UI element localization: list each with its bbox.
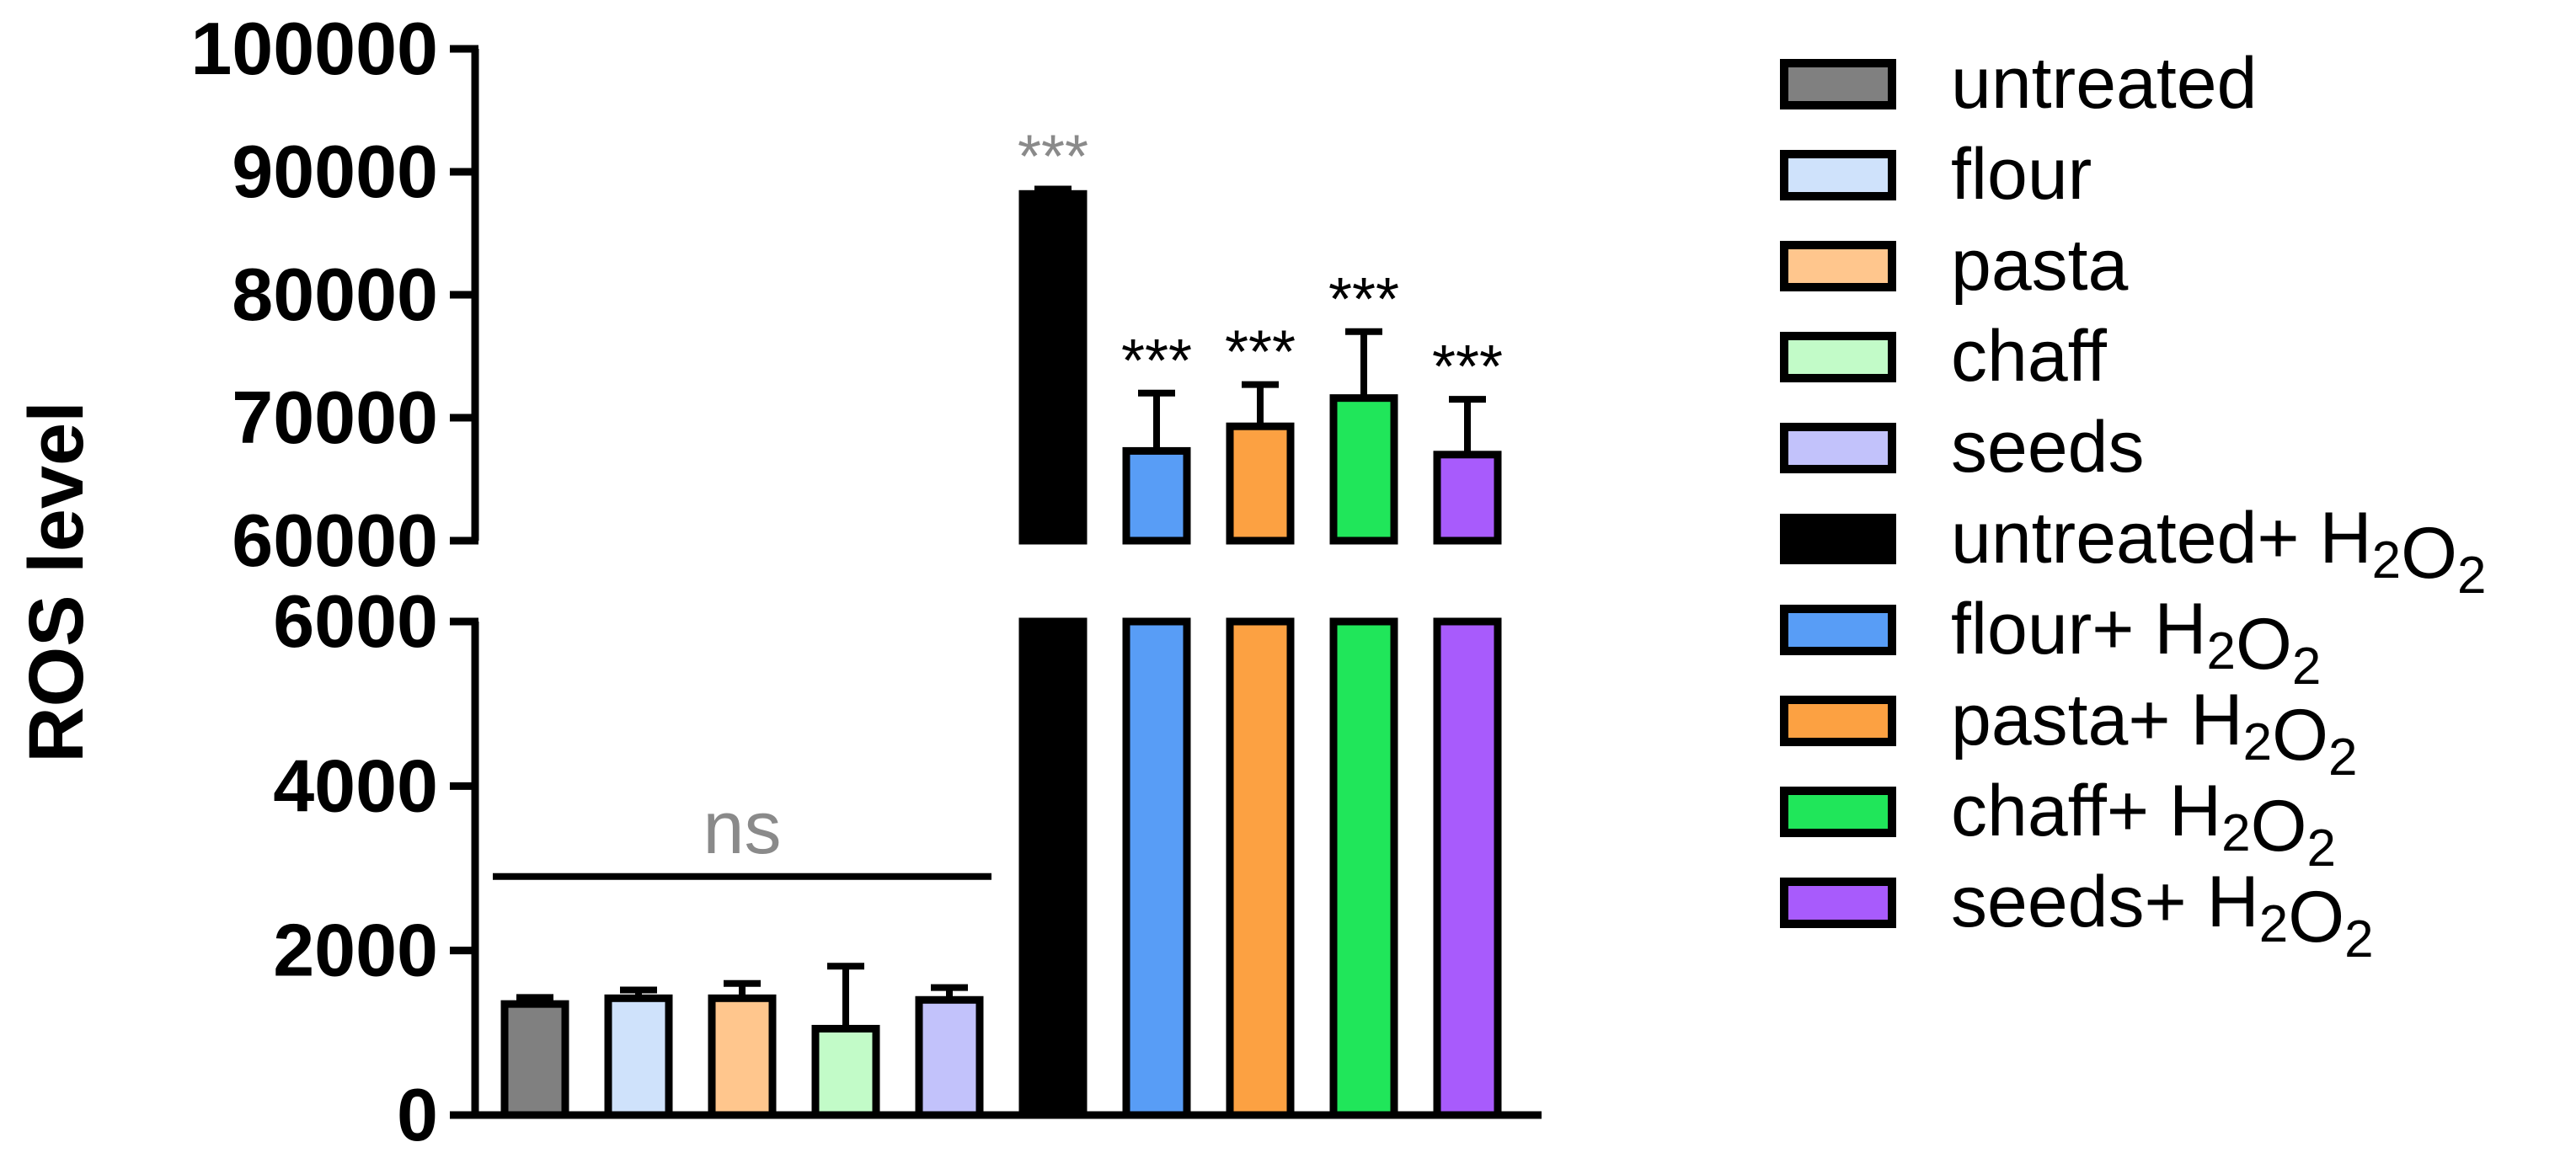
bar-upper-segment [1018, 189, 1088, 545]
legend-item: flour [1780, 134, 2092, 215]
legend-item: untreated [1780, 43, 2257, 124]
legend-swatch [1780, 514, 1896, 564]
significance-label: *** [1121, 328, 1192, 395]
bars-layer [500, 185, 1502, 1119]
legend-swatch [1780, 150, 1896, 200]
legend-label: untreated [1951, 43, 2257, 124]
y-tick-label: 100000 [190, 7, 438, 90]
y-tick-label: 0 [397, 1073, 438, 1156]
y-axis-label: ROS level [13, 401, 99, 763]
bar [708, 994, 777, 1119]
legend-swatch [1780, 423, 1896, 473]
legend: untreatedflourpastachaffseedsuntreated+ … [1780, 43, 2487, 969]
bar [811, 1024, 880, 1119]
bar-upper-segment [1226, 422, 1295, 545]
y-tick-label: 70000 [232, 376, 438, 459]
legend-label: flour [1951, 134, 2092, 215]
y-tick-label: 60000 [232, 499, 438, 582]
legend-label: chaff [1951, 316, 2108, 397]
y-tick-label: 6000 [273, 579, 438, 663]
legend-swatch [1780, 878, 1896, 928]
legend-swatch [1780, 59, 1896, 109]
ns-label: ns [703, 786, 782, 869]
bar-lower-segment [1018, 617, 1088, 1119]
bar [604, 994, 673, 1119]
y-tick-label: 80000 [232, 253, 438, 336]
y-tick-label: 4000 [273, 744, 438, 827]
significance-label: *** [1018, 123, 1088, 190]
legend-item: pasta [1780, 225, 2129, 306]
legend-label: seeds+ H2O2 [1951, 862, 2374, 969]
significance-label: *** [1432, 334, 1503, 401]
bar [500, 1000, 569, 1119]
legend-item: seeds+ H2O2 [1780, 862, 2374, 969]
y-tick-label: 2000 [273, 909, 438, 992]
legend-swatch [1780, 787, 1896, 837]
bar-lower-segment [1122, 617, 1191, 1119]
legend-item: seeds [1780, 407, 2145, 488]
y-tick-label: 90000 [232, 130, 438, 213]
significance-label: *** [1225, 319, 1296, 387]
legend-swatch [1780, 696, 1896, 746]
legend-item: chaff [1780, 316, 2108, 397]
annotations: *** *** *** *** *** ns [493, 123, 1503, 880]
bar-lower-segment [1329, 617, 1398, 1119]
bar-lower-segment [1226, 617, 1295, 1119]
legend-label: seeds [1951, 407, 2145, 488]
bar-upper-segment [1122, 446, 1191, 545]
bar-upper-segment [1433, 451, 1502, 545]
bar-lower-segment [1433, 617, 1502, 1119]
legend-swatch [1780, 605, 1896, 655]
bar-upper-segment [1329, 394, 1398, 545]
significance-label: *** [1328, 266, 1399, 334]
bar [915, 995, 984, 1119]
legend-swatch [1780, 332, 1896, 382]
legend-swatch [1780, 241, 1896, 291]
legend-label: pasta [1951, 225, 2129, 306]
